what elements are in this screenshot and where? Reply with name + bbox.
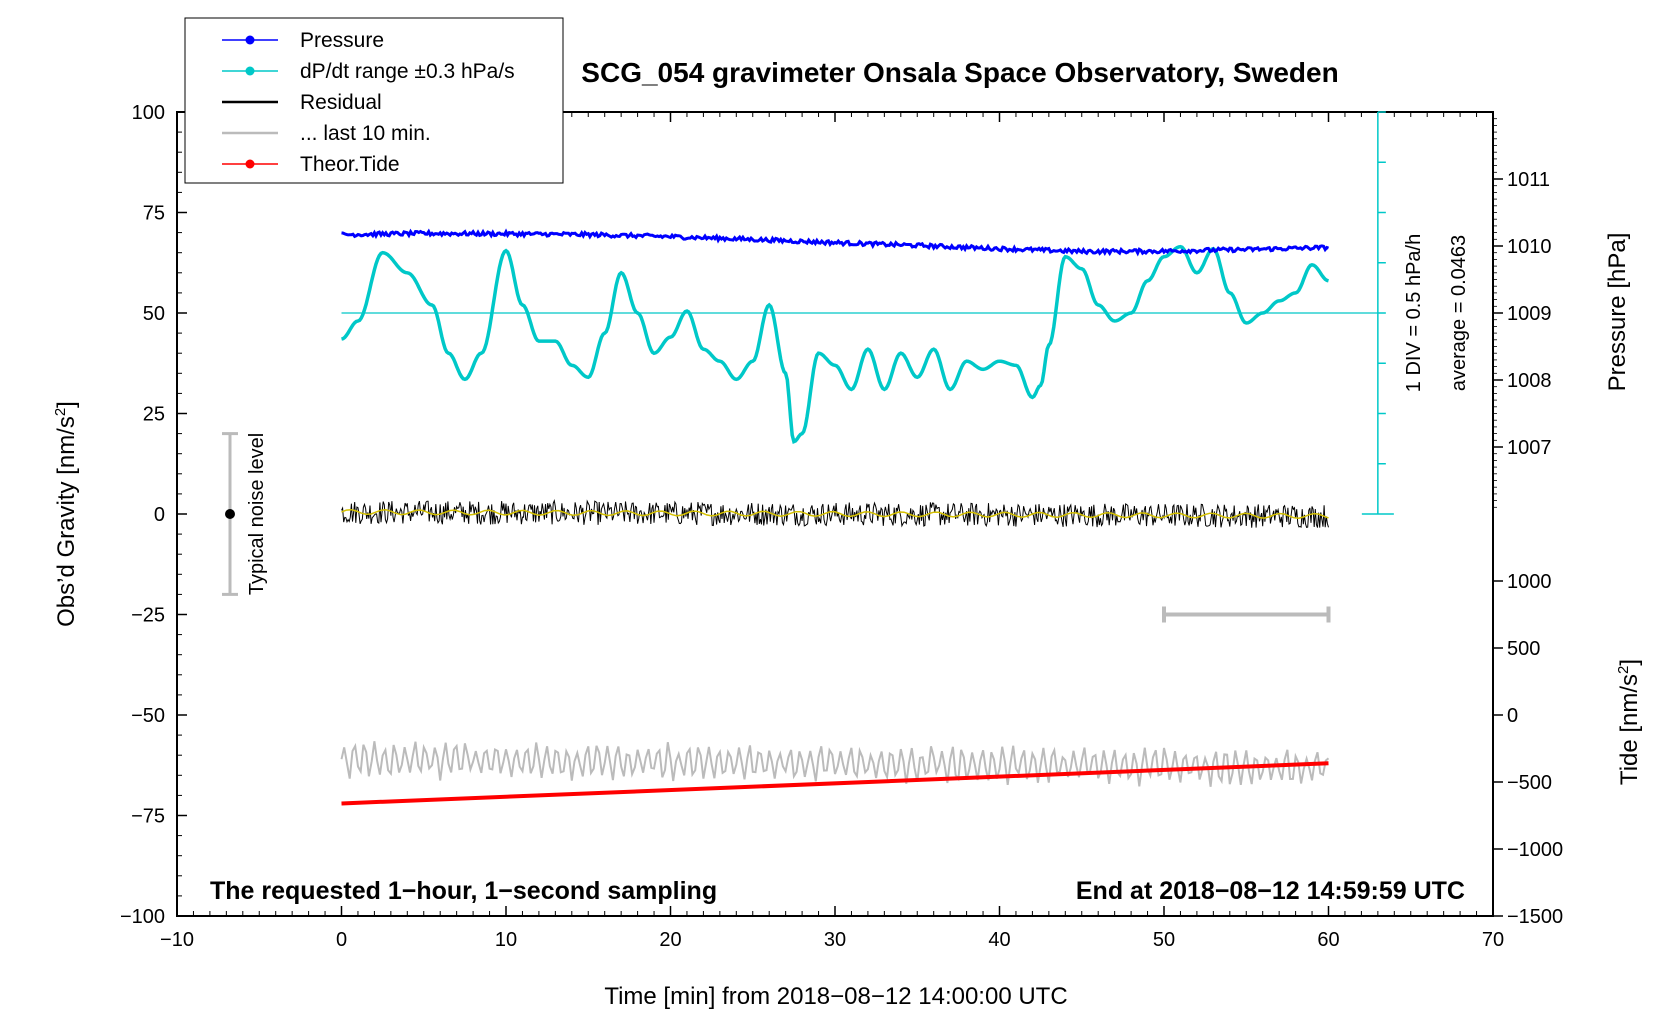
tide-axis-label-close: ] bbox=[1616, 659, 1643, 666]
legend-label: ... last 10 min. bbox=[300, 122, 431, 145]
dpdt-scale-label: 1 DIV = 0.5 hPa/h bbox=[1403, 234, 1425, 392]
y-tick-label: 0 bbox=[154, 504, 165, 526]
dpdt-scale-axis bbox=[1361, 111, 1394, 515]
y-tick-label: −75 bbox=[131, 806, 165, 828]
tide-tick-label: −500 bbox=[1507, 772, 1552, 794]
legend-label: dP/dt range ±0.3 hPa/s bbox=[300, 60, 515, 83]
end-time-note: End at 2018−08−12 14:59:59 UTC bbox=[1076, 877, 1465, 905]
legend-box bbox=[184, 17, 564, 184]
tide-tick-label: 1000 bbox=[1507, 571, 1552, 593]
series-theor-tide-line bbox=[341, 761, 1329, 806]
x-tick-label: 20 bbox=[659, 929, 681, 951]
x-tick-label: 60 bbox=[1317, 929, 1339, 951]
pressure-tick-label: 1009 bbox=[1507, 303, 1552, 325]
y-axis-pressure: 1011 1010 1009 1008 1007 bbox=[1492, 112, 1552, 514]
dpdt-average-label: average = 0.0463 bbox=[1448, 235, 1470, 391]
x-tick-label: 70 bbox=[1482, 929, 1504, 951]
x-tick-label: 10 bbox=[495, 929, 517, 951]
y-axis-label-sup: 2 bbox=[52, 408, 69, 416]
series-residual-line bbox=[341, 499, 1329, 529]
y-axis-tide: 1000 500 0 −500 −1000 −1500 bbox=[1493, 571, 1563, 928]
series-last-10-min-line bbox=[340, 741, 1330, 787]
chart-title: SCG_054 gravimeter Onsala Space Observat… bbox=[581, 57, 1338, 88]
last-10-min-window bbox=[1162, 606, 1331, 623]
tide-axis-label-sup: 2 bbox=[1615, 666, 1632, 674]
legend-label: Pressure bbox=[300, 29, 384, 52]
y-axis-label: Obs’d Gravity [nm/s2] bbox=[52, 401, 80, 627]
legend-label: Theor.Tide bbox=[300, 153, 400, 176]
noise-level-dot bbox=[225, 509, 235, 519]
legend: Pressure dP/dt range ±0.3 hPa/s Residual..… bbox=[184, 17, 564, 184]
legend-swatch-marker bbox=[245, 66, 255, 76]
y-tick-label: 100 bbox=[132, 102, 165, 124]
tide-tick-label: 0 bbox=[1507, 705, 1518, 727]
y-axis-label-text: Obs’d Gravity [nm/s bbox=[53, 416, 80, 627]
tide-axis-label: Tide [nm/s2] bbox=[1615, 659, 1643, 785]
x-tick-label: 30 bbox=[824, 929, 846, 951]
pressure-tick-label: 1008 bbox=[1507, 370, 1552, 392]
x-tick-label: 40 bbox=[988, 929, 1010, 951]
noise-level-label: Typical noise level bbox=[246, 433, 268, 595]
tide-tick-label: −1500 bbox=[1507, 906, 1563, 928]
plot-data-layer bbox=[340, 228, 1378, 806]
pressure-axis-label: Pressure [hPa] bbox=[1604, 233, 1631, 392]
x-tick-label: −10 bbox=[160, 929, 194, 951]
y-tick-label: −25 bbox=[131, 605, 165, 627]
legend-items: Pressure dP/dt range ±0.3 hPa/s Residual..… bbox=[222, 29, 515, 176]
legend-swatch-marker bbox=[245, 159, 255, 169]
x-axis: −10 0 10 20 30 40 50 60 70 bbox=[160, 112, 1504, 951]
y-tick-label: −50 bbox=[131, 705, 165, 727]
series-residual-smoothed-line bbox=[341, 508, 1329, 519]
x-axis-label: Time [min] from 2018−08−12 14:00:00 UTC bbox=[604, 983, 1067, 1010]
y-tick-label: 75 bbox=[143, 203, 165, 225]
legend-swatch-marker bbox=[245, 35, 255, 45]
pressure-tick-label: 1007 bbox=[1507, 437, 1552, 459]
tide-tick-label: 500 bbox=[1507, 638, 1540, 660]
sampling-note: The requested 1−hour, 1−second sampling bbox=[210, 877, 717, 905]
y-tick-label: −100 bbox=[120, 906, 165, 928]
series-pressure-line bbox=[341, 228, 1330, 257]
y-axis-label-close: ] bbox=[53, 401, 80, 408]
x-tick-label: 50 bbox=[1153, 929, 1175, 951]
pressure-tick-label: 1010 bbox=[1507, 236, 1552, 258]
x-tick-label: 0 bbox=[336, 929, 347, 951]
noise-level-indicator: Typical noise level bbox=[222, 432, 268, 596]
legend-label: Residual bbox=[300, 91, 382, 114]
y-tick-label: 50 bbox=[143, 303, 165, 325]
tide-tick-label: −1000 bbox=[1507, 839, 1563, 861]
pressure-tick-label: 1011 bbox=[1507, 169, 1550, 191]
tide-axis-label-text: Tide [nm/s bbox=[1616, 674, 1643, 785]
series-dpdt-line bbox=[341, 244, 1329, 445]
y-tick-label: 25 bbox=[143, 404, 165, 426]
y-axis-left: 100 75 50 25 0 −25 −50 −75 −100 bbox=[120, 102, 187, 928]
